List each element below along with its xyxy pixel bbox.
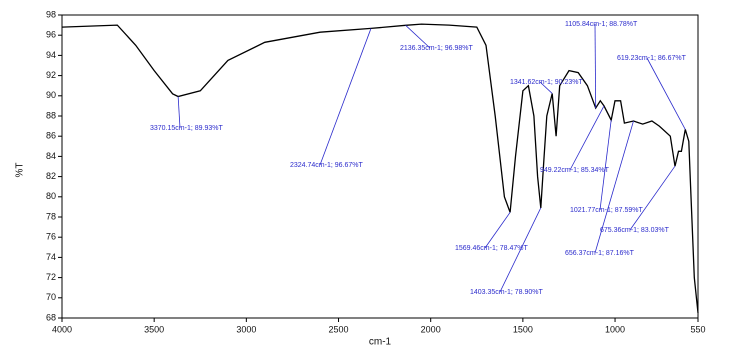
y-axis-label: %T (15, 163, 26, 178)
annotation-leader (629, 165, 676, 231)
y-tick-label: 98 (46, 9, 56, 19)
x-tick-label: 1000 (605, 324, 625, 334)
plot-frame (61, 14, 699, 319)
annotation-leader (405, 25, 431, 49)
x-tick-label: 1500 (513, 324, 533, 334)
annotation-leader (594, 23, 597, 109)
annotation-leader (319, 28, 372, 166)
y-tick-label: 94 (46, 50, 56, 60)
y-tick-label: 88 (46, 110, 56, 120)
y-tick-label: 92 (46, 70, 56, 80)
x-tick-label: 2500 (329, 324, 349, 334)
y-tick-label: 72 (46, 272, 56, 282)
annotation-leader (539, 81, 553, 94)
y-tick-label: 70 (46, 292, 56, 302)
x-tick-label: 2000 (421, 324, 441, 334)
y-tick-label: 74 (46, 252, 56, 262)
y-tick-label: 68 (46, 312, 56, 322)
y-tick-label: 76 (46, 232, 56, 242)
annotation-label: 2324.74cm-1; 96.67%T (290, 162, 363, 169)
annotation-label: 1105.84cm-1; 88.78%T (565, 21, 638, 28)
annotation-leader (646, 57, 686, 130)
spectrum-line (61, 23, 699, 313)
annotation-label: 3370.15cm-1; 89.93%T (150, 125, 223, 132)
annotation-leader (599, 120, 612, 211)
annotation-label: 619.23cm-1; 86.67%T (617, 55, 687, 62)
y-tick-label: 82 (46, 171, 56, 181)
annotation-leader (569, 105, 605, 171)
annotation-label: 656.37cm-1; 87.16%T (565, 250, 635, 257)
x-tick-label: 4000 (52, 324, 72, 334)
annotation-label: 1341.62cm-1; 90.23%T (510, 79, 583, 86)
y-tick-label: 78 (46, 211, 56, 221)
annotation-leader (499, 207, 542, 293)
x-tick-label: 3000 (236, 324, 256, 334)
annotation-label: 1403.35cm-1; 78.90%T (470, 289, 543, 296)
y-tick-label: 80 (46, 191, 56, 201)
annotation-label: 2136.35cm-1; 96.98%T (400, 45, 473, 52)
annotation-leader (484, 212, 511, 249)
annotation-label: 675.36cm-1; 83.03%T (600, 227, 670, 234)
y-tick-label: 96 (46, 30, 56, 40)
x-axis-label: cm-1 (369, 337, 392, 348)
annotation-label: 1569.46cm-1; 78.47%T (455, 245, 528, 252)
x-tick-label: 550 (690, 324, 705, 334)
y-tick-label: 90 (46, 90, 56, 100)
y-tick-label: 86 (46, 131, 56, 141)
annotation-leader (594, 120, 634, 254)
y-tick-label: 84 (46, 151, 56, 161)
annotation-leader (177, 96, 181, 129)
x-tick-label: 3500 (144, 324, 164, 334)
annotation-label: 949.22cm-1; 85.34%T (540, 167, 610, 174)
annotation-label: 1021.77cm-1; 87.59%T (570, 207, 643, 214)
